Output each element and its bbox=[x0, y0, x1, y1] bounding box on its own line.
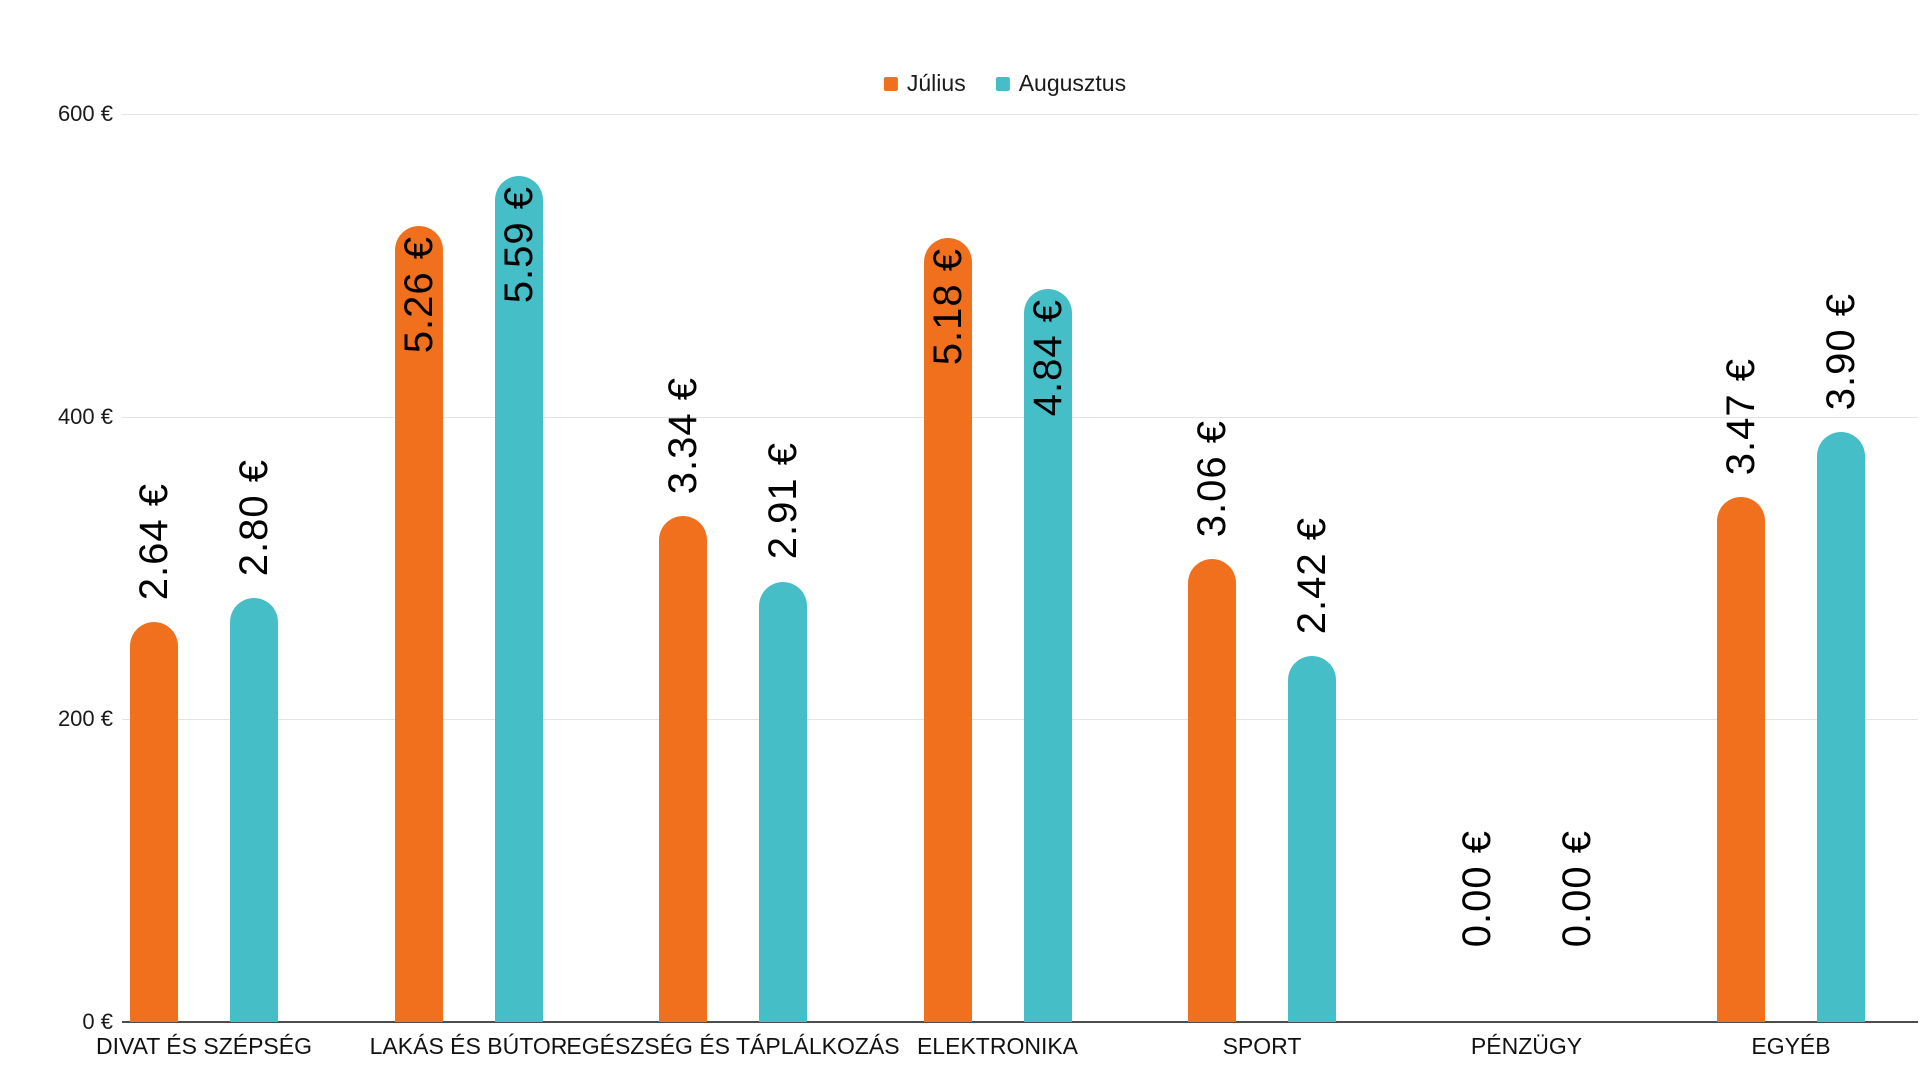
legend-swatch-julius bbox=[883, 76, 898, 91]
bar-július bbox=[659, 516, 707, 1022]
bar-value-label: 5.59 € bbox=[496, 185, 541, 304]
bar-július bbox=[1717, 496, 1765, 1022]
gridline bbox=[122, 113, 1918, 115]
bar-value-label: 2.91 € bbox=[761, 442, 805, 560]
bar-augusztus bbox=[759, 581, 807, 1022]
bar-július bbox=[923, 238, 972, 1022]
x-axis-baseline bbox=[122, 1021, 1918, 1023]
bar-július bbox=[394, 225, 443, 1022]
legend-label-augusztus: Augusztus bbox=[1018, 70, 1127, 96]
bar-value-label: 5.26 € bbox=[396, 235, 441, 354]
bar-value-label: 0.00 € bbox=[1454, 829, 1499, 947]
x-axis-category-label: PÉNZÜGY bbox=[1470, 1033, 1583, 1059]
x-axis-category-label: DIVAT ÉS SZÉPSÉG bbox=[95, 1033, 312, 1059]
legend-item-julius: Július bbox=[883, 70, 966, 96]
bar-augusztus bbox=[1023, 289, 1072, 1022]
x-axis-category-label: SPORT bbox=[1222, 1033, 1302, 1059]
bar-value-label: 5.18 € bbox=[925, 248, 970, 366]
x-axis-category-label: ELEKTRONIKA bbox=[916, 1033, 1079, 1059]
bar-value-label: 2.80 € bbox=[232, 459, 276, 577]
y-axis-tick-label: 0 € bbox=[82, 1009, 113, 1034]
bar-augusztus bbox=[230, 598, 278, 1022]
bar-július bbox=[1188, 558, 1236, 1022]
legend-label-julius: Július bbox=[906, 70, 966, 96]
gridline bbox=[122, 416, 1918, 418]
bar-value-label: 2.42 € bbox=[1290, 516, 1334, 634]
y-axis-tick-label: 400 € bbox=[57, 403, 113, 429]
bar-augusztus bbox=[494, 175, 543, 1022]
gridline bbox=[122, 719, 1918, 721]
bar-value-label: 2.64 € bbox=[132, 483, 176, 601]
bar-value-label: 3.47 € bbox=[1719, 357, 1763, 475]
bar-value-label: 0.00 € bbox=[1554, 829, 1599, 947]
y-axis-tick-label: 600 € bbox=[57, 100, 113, 126]
bar-július bbox=[130, 622, 178, 1022]
bar-value-label: 3.34 € bbox=[661, 377, 705, 495]
chart-legend: Július Augusztus bbox=[883, 70, 1127, 96]
bar-value-label: 4.84 € bbox=[1025, 299, 1070, 417]
bar-value-label: 3.90 € bbox=[1819, 292, 1863, 410]
x-axis-category-label: LAKÁS ÉS BÚTOR bbox=[369, 1033, 568, 1059]
x-axis-category-label: EGÉSZSÉG ÉS TÁPLÁLKOZÁS bbox=[566, 1033, 900, 1059]
bar-augusztus bbox=[1288, 655, 1336, 1022]
legend-item-augusztus: Augusztus bbox=[995, 70, 1127, 96]
x-axis-category-label: EGYÉB bbox=[1751, 1033, 1831, 1059]
y-axis-tick-label: 200 € bbox=[57, 706, 113, 732]
bar-value-label: 3.06 € bbox=[1190, 419, 1234, 537]
legend-swatch-augusztus bbox=[995, 76, 1010, 91]
bar-augusztus bbox=[1817, 431, 1865, 1022]
